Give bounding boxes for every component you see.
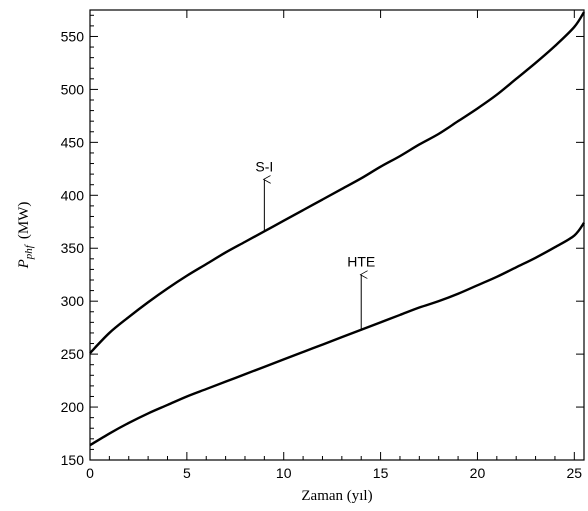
x-tick-label: 0 [86, 465, 94, 481]
x-axis-ticks: 0 5 10 15 20 25 [86, 10, 582, 481]
annotation-label-s-i: S-I [255, 158, 273, 174]
x-tick-label: 20 [470, 465, 486, 481]
y-tick-label: 450 [61, 134, 85, 150]
y-tick-label: 500 [61, 81, 85, 97]
series-layer [89, 11, 586, 447]
y-axis-symbol: P [16, 259, 32, 269]
x-tick-label: 10 [276, 465, 292, 481]
y-tick-label: 350 [61, 240, 85, 256]
y-tick-label: 300 [61, 293, 85, 309]
y-tick-label: 200 [61, 399, 85, 415]
x-axis-title: Zaman (yıl) [301, 488, 372, 504]
x-tick-label: 5 [183, 465, 191, 481]
y-tick-label: 150 [61, 452, 85, 468]
y-axis-subscript: phf [23, 243, 35, 260]
x-tick-label: 15 [373, 465, 389, 481]
y-axis-unit: (MW) [16, 202, 32, 240]
y-tick-label: 400 [61, 187, 85, 203]
y-axis-ticks: 150 200 250 300 350 400 450 500 550 [61, 14, 584, 468]
y-axis-title: Pphf (MW) [16, 202, 35, 270]
y-tick-label: 550 [61, 28, 85, 44]
series-line-s-i [89, 11, 586, 354]
x-tick-label: 25 [567, 465, 583, 481]
annotation-layer: S-I HTE [255, 158, 375, 330]
annotation-label-hte: HTE [347, 254, 375, 270]
y-tick-label: 250 [61, 346, 85, 362]
series-line-hte [89, 222, 585, 447]
plot-frame [89, 9, 585, 461]
